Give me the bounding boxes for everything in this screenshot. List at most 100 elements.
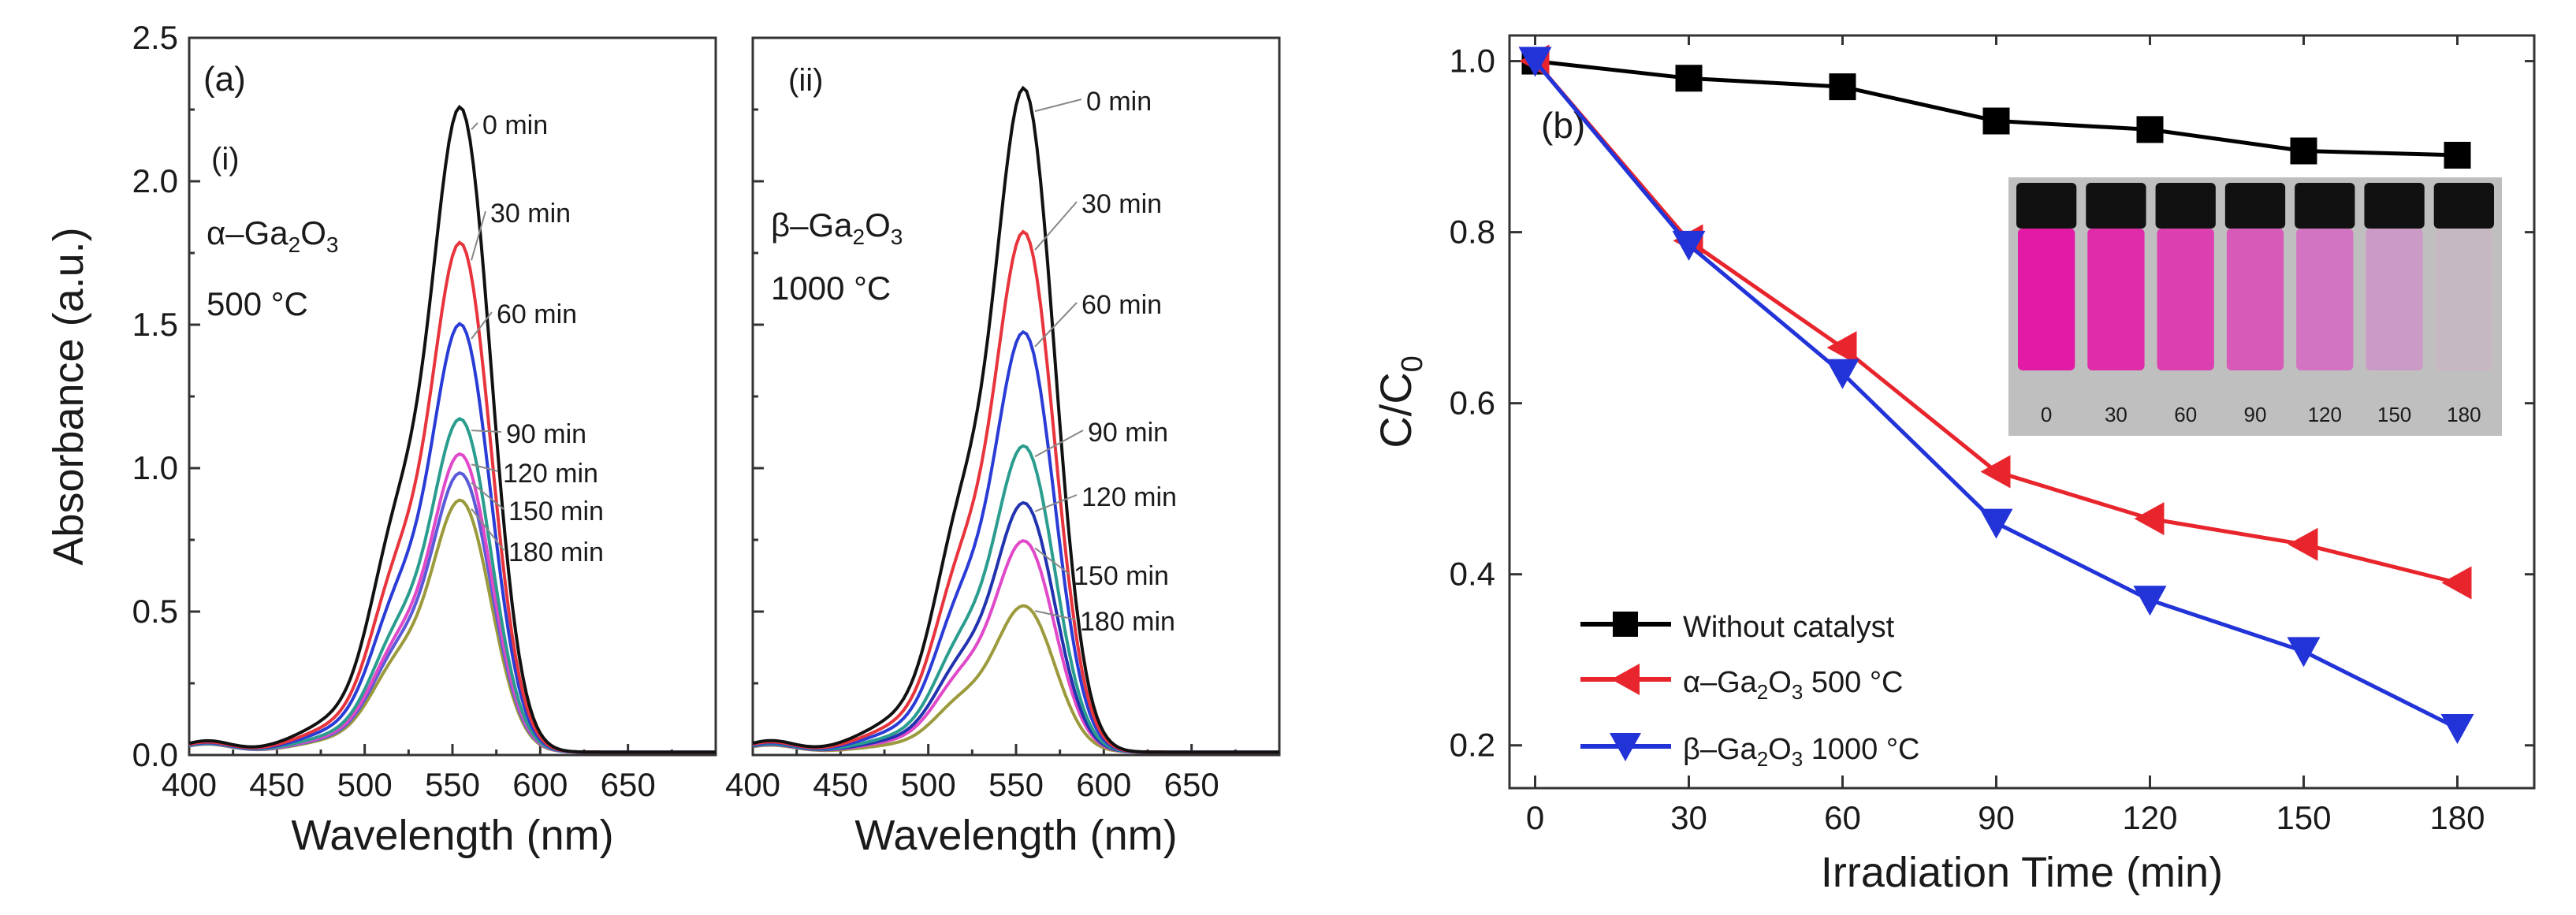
y-axis-label-a: Absorbance (a.u.): [45, 227, 92, 565]
legend: Without catalyst α–Ga2O3 500 °C β–Ga2O3 …: [1580, 611, 1919, 771]
leader-line: [1034, 430, 1084, 458]
data-point-beta: [2440, 714, 2474, 745]
data-point-without-catalyst: [1829, 73, 1856, 101]
leader-line: [471, 508, 504, 551]
data-point-alpha: [2134, 502, 2165, 536]
x-tick-label: 600: [512, 766, 568, 803]
series-label-30-min: 30 min: [1081, 189, 1162, 219]
leader-line: [471, 463, 499, 472]
data-point-without-catalyst: [2290, 137, 2317, 165]
vial-cap: [2155, 183, 2216, 229]
subpanel-label-ii: (ii): [788, 63, 823, 98]
x-tick-label: 150: [2276, 799, 2331, 836]
y-axis-label-b: C/C0: [1371, 355, 1429, 448]
series-label-0-min: 0 min: [482, 110, 548, 140]
leader-line: [471, 122, 478, 131]
series-label-0-min: 0 min: [1086, 87, 1152, 117]
x-tick-label: 550: [425, 766, 480, 803]
x-axis-label-a-ii: Wavelength (nm): [854, 812, 1177, 859]
y-tick-label: 0.6: [1450, 385, 1495, 422]
vial-solution: [2018, 229, 2075, 370]
data-point-beta: [1979, 508, 2013, 539]
data-point-alpha: [2441, 566, 2472, 600]
legend-marker-square: [1613, 612, 1638, 637]
panel-a-ii: (ii) β–Ga2O3 1000 °C Wavelength (nm) 400…: [725, 36, 1281, 859]
x-tick-label: 500: [337, 766, 393, 803]
spectrum-120-min: [752, 500, 1279, 754]
panel-label-a: (a): [203, 60, 246, 99]
series-label-60-min: 60 min: [497, 299, 577, 329]
series-label-150-min: 150 min: [508, 497, 604, 526]
material-label-a-i: α–Ga2O3: [207, 214, 339, 257]
x-tick-label: 30: [1670, 799, 1707, 836]
y-tick-label: 1.5: [132, 306, 178, 343]
spectrum-90-min: [752, 444, 1279, 754]
vial-label: 180: [2447, 403, 2481, 426]
x-tick-label: 180: [2429, 799, 2485, 836]
legend-label-alpha: α–Ga2O3 500 °C: [1683, 666, 1903, 704]
legend-marker-triangle-left: [1611, 664, 1640, 695]
x-tick-label: 500: [901, 766, 956, 803]
panel-b: (b) C/C0 Irradiation Time (min) 0 30 60 90 1…: [1371, 34, 2536, 896]
panel-a-i: (a) (i) α–Ga2O3 500 °C Absorbance (a.u.)…: [45, 19, 717, 859]
vial-label: 60: [2174, 403, 2197, 426]
spectrum-180-min: [752, 604, 1279, 754]
y-tick-label: 0.8: [1450, 214, 1495, 251]
spectrum-90-min: [188, 417, 716, 754]
vial-cap: [2364, 183, 2425, 229]
leader-line: [1034, 547, 1070, 575]
data-point-without-catalyst: [2444, 141, 2471, 169]
data-point-alpha: [1826, 331, 1857, 365]
x-tick-label: 600: [1076, 766, 1131, 803]
x-tick-label: 550: [988, 766, 1044, 803]
vial-label: 120: [2308, 403, 2342, 426]
leader-line: [1034, 99, 1082, 113]
data-point-beta: [2133, 586, 2167, 616]
x-tick-label: 450: [249, 766, 304, 803]
spectrum-150-min: [188, 471, 716, 754]
leader-line: [471, 482, 504, 510]
spectrum-0-min: [188, 104, 716, 754]
x-tick-label: 0: [1526, 799, 1544, 836]
leader-line: [471, 210, 486, 261]
spectrum-30-min: [752, 229, 1279, 754]
data-point-alpha: [1980, 455, 2011, 489]
material-label-a-ii: β–Ga2O3: [771, 206, 903, 249]
temperature-label-a-i: 500 °C: [207, 285, 308, 322]
temperature-label-a-ii: 1000 °C: [771, 270, 891, 307]
data-point-alpha: [2288, 527, 2318, 561]
y-tick-label: 2.0: [132, 162, 178, 199]
series-label-120-min: 120 min: [1081, 482, 1177, 512]
y-tick-label: 1.0: [1450, 43, 1495, 80]
spectrum-60-min: [752, 329, 1279, 754]
inset-photo: 0 30 60 90 120 150 180: [2008, 177, 2502, 436]
series-label-180-min: 180 min: [1080, 607, 1175, 637]
spectrum-0-min: [752, 85, 1279, 754]
plot-frame-a-i: [188, 36, 717, 757]
vial-solution: [2435, 229, 2492, 370]
leader-line: [1034, 201, 1078, 251]
x-tick-label: 650: [601, 766, 656, 803]
spectrum-60-min: [188, 322, 716, 754]
vial-solution: [2366, 229, 2423, 370]
x-axis-label-b: Irradiation Time (min): [1821, 849, 2223, 896]
data-point-without-catalyst: [1982, 107, 2010, 135]
series-label-120-min: 120 min: [503, 459, 598, 489]
y-tick-label: 0.2: [1450, 727, 1495, 764]
x-tick-label: 120: [2122, 799, 2177, 836]
leader-line: [471, 311, 493, 340]
data-point-beta: [2287, 637, 2321, 668]
data-point-beta: [1826, 359, 1859, 389]
x-tick-label: 650: [1164, 766, 1219, 803]
vial-solution: [2226, 229, 2284, 370]
x-tick-label: 90: [1978, 799, 2015, 836]
y-tick-label: 0.5: [132, 593, 178, 630]
x-tick-label: 400: [725, 766, 780, 803]
vial-label: 150: [2377, 403, 2411, 426]
vial-cap: [2295, 183, 2355, 229]
y-tick-label: 0.4: [1450, 556, 1495, 593]
data-point-beta: [1518, 46, 1552, 77]
data-point-without-catalyst: [1675, 65, 1703, 92]
leader-line: [1034, 302, 1078, 348]
